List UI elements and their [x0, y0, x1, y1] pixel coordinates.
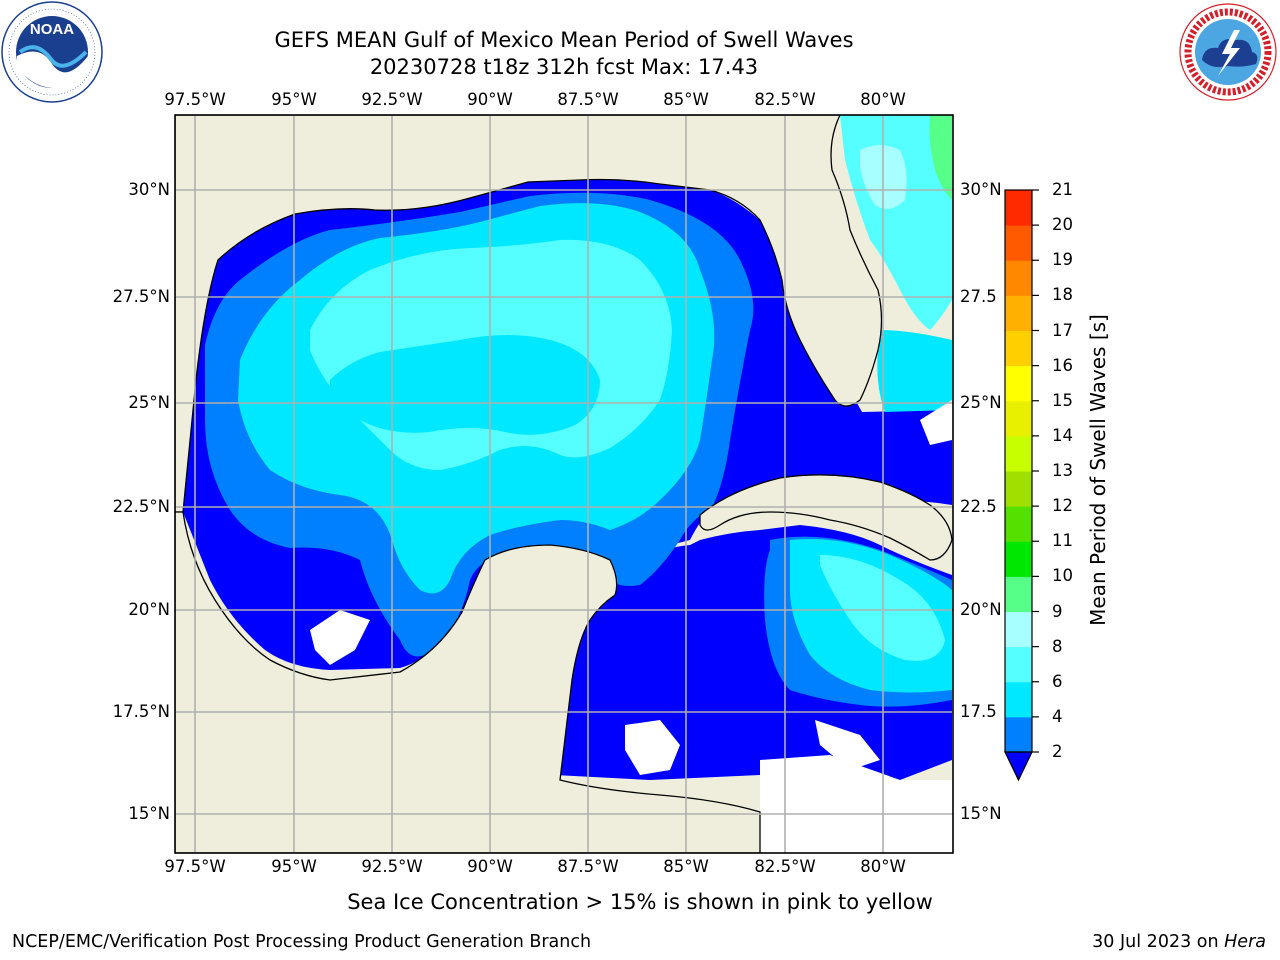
latitude-tick-left: 22.5°N: [112, 497, 170, 516]
colorbar-swatch: [1005, 330, 1032, 367]
footer-date-text: 30 Jul 2023 on: [1092, 932, 1225, 952]
chart-title: GEFS MEAN Gulf of Mexico Mean Period of …: [274, 28, 854, 52]
swell-period-contours: [205, 192, 754, 657]
colorbar-swatch: [1005, 400, 1032, 437]
colorbar-swatch: [1005, 576, 1032, 612]
colorbar-extend-arrow: [1004, 751, 1033, 782]
longitude-tick-bottom: 92.5°W: [361, 857, 423, 876]
colorbar-tick-label: 2: [1052, 742, 1063, 761]
colorbar-tick-label: 12: [1052, 496, 1073, 516]
longitude-tick-bottom: 87.5°W: [557, 857, 619, 876]
sea-ice-note: Sea Ice Concentration > 15% is shown in …: [347, 890, 933, 914]
colorbar-swatch: [1005, 295, 1032, 331]
longitude-tick-bottom: 95°W: [271, 857, 317, 876]
longitude-tick-top: 97.5°W: [164, 90, 226, 109]
colorbar-tick-label: 9: [1052, 601, 1063, 621]
colorbar-tick-label: 20: [1052, 215, 1073, 235]
latitude-tick-right: 17.5: [960, 702, 997, 721]
colorbar-swatch: [1005, 611, 1032, 648]
longitude-tick-bottom: 90°W: [467, 857, 513, 876]
colorbar-swatch: [1005, 471, 1032, 507]
noaa-logo-icon: NOAA: [1, 1, 103, 103]
colorbar-tick-label: 4: [1052, 706, 1063, 726]
longitude-tick-top: 92.5°W: [361, 90, 423, 109]
longitude-tick-top: 95°W: [271, 90, 317, 109]
colorbar-swatch: [1005, 541, 1032, 577]
colorbar-tick-label: 17: [1052, 320, 1073, 340]
colorbar-tick-label: 10: [1052, 566, 1073, 586]
colorbar-tick-label: 13: [1052, 461, 1073, 480]
longitude-tick-top: 87.5°W: [557, 90, 619, 109]
latitude-tick-left: 15°N: [128, 804, 170, 823]
colorbar-tick-label: 16: [1052, 355, 1073, 375]
colorbar-tick-label: 18: [1052, 285, 1073, 305]
colorbar-tick-label: 8: [1052, 636, 1063, 656]
colorbar-tick-label: 21: [1052, 180, 1073, 199]
footer-machine: Hera: [1224, 932, 1266, 952]
colorbar-swatch: [1005, 260, 1032, 296]
colorbar-swatch: [1005, 435, 1032, 472]
latitude-tick-right: 27.5: [960, 287, 997, 306]
longitude-tick-bottom: 97.5°W: [164, 857, 226, 876]
latitude-tick-right: 20°N: [960, 600, 1002, 619]
longitude-tick-top: 85°W: [663, 90, 709, 109]
map-frame: [174, 114, 954, 854]
colorbar-tick-label: 19: [1052, 250, 1073, 270]
colorbar-swatch: [1005, 190, 1032, 226]
colorbar-swatch: [1005, 681, 1032, 718]
atlantic-swell-contours: [764, 115, 952, 707]
latitude-tick-right: 22.5: [960, 497, 997, 516]
latitude-tick-left: 20°N: [128, 600, 170, 619]
longitude-tick-top: 90°W: [467, 90, 513, 109]
colorbar-title: Mean Period of Swell Waves [s]: [1086, 314, 1110, 626]
colorbar-swatch: [1005, 716, 1032, 753]
land-masses: [175, 115, 953, 853]
colorbar-tick-label: 15: [1052, 390, 1073, 410]
latitude-tick-right: 25°N: [960, 393, 1002, 412]
longitude-tick-bottom: 80°W: [860, 857, 906, 876]
colorbar-swatch: [1005, 646, 1032, 683]
longitude-tick-top: 82.5°W: [754, 90, 816, 109]
colorbar-tick-label: 6: [1052, 671, 1063, 691]
longitude-tick-bottom: 85°W: [663, 857, 709, 876]
nws-logo-icon: [1179, 3, 1277, 101]
chart-subtitle: 20230728 t18z 312h fcst Max: 17.43: [369, 55, 759, 79]
map-area: [175, 115, 953, 853]
longitude-tick-top: 80°W: [860, 90, 906, 109]
colorbar-swatch: [1005, 225, 1032, 261]
map-gridlines: [175, 115, 953, 853]
colorbar-tick-label: 11: [1052, 531, 1073, 551]
latitude-tick-right: 15°N: [960, 804, 1002, 823]
footer-date: 30 Jul 2023 on Hera: [1092, 932, 1266, 952]
colorbar-swatch: [1005, 506, 1032, 542]
latitude-tick-left: 27.5°N: [112, 287, 170, 306]
no-data-patches: [310, 400, 952, 853]
longitude-tick-bottom: 82.5°W: [754, 857, 816, 876]
latitude-tick-right: 30°N: [960, 180, 1002, 199]
latitude-tick-left: 30°N: [128, 180, 170, 199]
footer-credit: NCEP/EMC/Verification Post Processing Pr…: [12, 932, 592, 952]
colorbar-swatch: [1005, 365, 1032, 402]
colorbar-tick-label: 14: [1052, 425, 1073, 445]
latitude-tick-left: 25°N: [128, 393, 170, 412]
colorbar: [1004, 189, 1039, 782]
latitude-tick-left: 17.5°N: [112, 702, 170, 721]
noaa-logo-text: NOAA: [30, 21, 74, 38]
